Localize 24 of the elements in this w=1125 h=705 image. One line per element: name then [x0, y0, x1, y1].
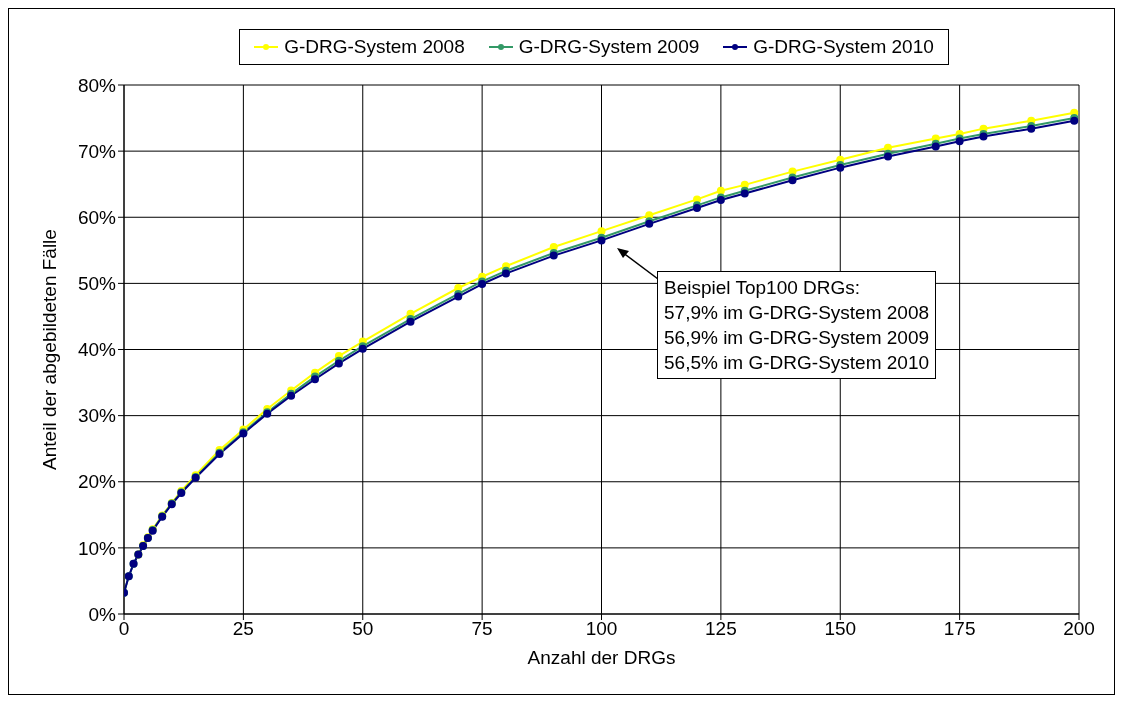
y-tick-label: 80%: [77, 74, 117, 96]
annotation: Beispiel Top100 DRGs: 57,9% im G-DRG-System 2008 56,9% im G-DRG-System 2009 56,5% im G-DRG-System 2010: [657, 271, 937, 379]
x-axis-title: Anzahl der DRGs: [527, 647, 676, 668]
y-tick-label: 30%: [77, 405, 117, 427]
y-axis-title: Anteil der abgebildeten Fälle: [38, 229, 60, 470]
legend-label: G-DRG-System 2010: [752, 36, 934, 58]
x-tick-label: 50: [352, 618, 374, 640]
legend-label: G-DRG-System 2009: [517, 36, 700, 58]
y-tick-label: 10%: [77, 537, 117, 559]
legend-label: G-DRG-System 2008: [283, 36, 465, 58]
x-tick-label: 100: [585, 618, 618, 640]
x-tick-label: 25: [232, 618, 254, 640]
y-tick-label: 40%: [77, 339, 117, 361]
y-tick-label: 20%: [77, 471, 117, 493]
x-tick-label: 0: [118, 618, 130, 640]
y-tick-label: 0%: [88, 603, 117, 625]
x-tick-label: 150: [824, 618, 857, 640]
x-tick-label: 125: [705, 618, 737, 640]
y-tick-label: 70%: [77, 140, 117, 162]
x-tick-label: 75: [471, 618, 493, 640]
y-tick-label: 60%: [77, 206, 117, 228]
x-tick-label: 200: [1063, 618, 1095, 640]
y-tick-label: 50%: [77, 273, 117, 295]
x-tick-label: 175: [943, 618, 976, 640]
